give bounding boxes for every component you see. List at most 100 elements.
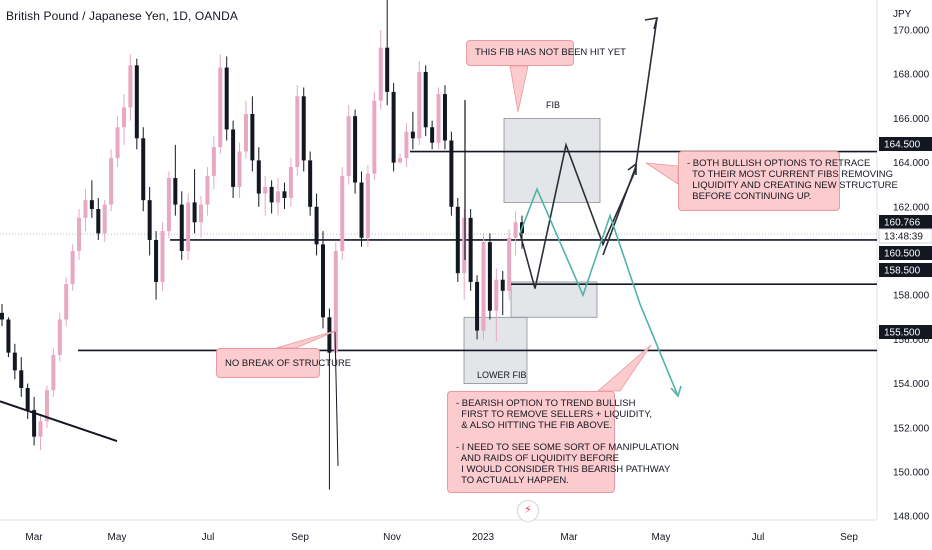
price-tag-label: 164.500 (884, 140, 921, 151)
candle-body (346, 116, 351, 176)
candle (263, 175, 268, 216)
candle (301, 87, 306, 172)
candle-body (282, 191, 287, 198)
candle-body (102, 204, 107, 234)
candle-body (314, 206, 319, 245)
candle (192, 169, 197, 234)
candle (231, 120, 236, 198)
candle (353, 109, 358, 194)
candle (134, 58, 139, 150)
fib-zone-label: FIB (546, 100, 561, 110)
callout-bullish-options[interactable]: - BOTH BULLISH OPTIONS TO RETRACE TO THE… (678, 151, 898, 211)
candle-body (295, 96, 300, 168)
candle-body (423, 71, 428, 128)
candle-body (121, 107, 126, 128)
lightning-icon[interactable]: ⚡ (517, 500, 539, 522)
candle (378, 30, 383, 110)
candle (205, 167, 210, 216)
candle-body (173, 178, 178, 205)
candle (475, 275, 480, 340)
candle-body (333, 251, 338, 353)
candle-body (462, 217, 467, 274)
candle-body (166, 178, 171, 232)
candle-body (475, 281, 480, 331)
candle (70, 244, 75, 291)
structure-wick-line (334, 331, 339, 467)
candle (346, 105, 351, 185)
candle (442, 85, 447, 150)
callout-pointer (596, 344, 652, 392)
candle-body (38, 421, 43, 437)
candle (333, 242, 338, 362)
candle (359, 171, 364, 247)
bullish-branch-arrowhead (627, 162, 637, 175)
candle-body (487, 242, 492, 311)
bearish-path-arrowhead (670, 385, 682, 398)
x-tick-label: Jul (202, 532, 215, 543)
candle (77, 209, 82, 260)
x-tick-label: May (108, 532, 127, 543)
candle-body (288, 167, 293, 198)
candle (404, 122, 409, 168)
candle (327, 308, 332, 490)
y-tick-label: 152.000 (893, 423, 930, 434)
candle-body (372, 100, 377, 174)
candle-body (301, 96, 306, 161)
callout-fib-not-hit[interactable]: THIS FIB HAS NOT BEEN HIT YET (466, 40, 626, 66)
candle (237, 142, 242, 198)
candle-body (398, 158, 403, 163)
candle (186, 193, 191, 260)
candle-body (57, 319, 62, 355)
candle-body (128, 65, 133, 108)
candle (256, 147, 261, 207)
candle-body (276, 191, 281, 203)
y-tick-label: 168.000 (893, 70, 930, 81)
callout-bearish-option[interactable]: - BEARISH OPTION TO TREND BULLISH FIRST … (447, 391, 679, 493)
callout-pointer (645, 162, 679, 185)
candle (218, 54, 223, 154)
price-tag-box (879, 246, 932, 260)
x-tick-label: Mar (560, 532, 578, 543)
candle (513, 211, 518, 256)
candle-body (417, 71, 422, 139)
price-tag-label: 160.766 (884, 218, 921, 229)
candle-body (6, 319, 11, 353)
candle (288, 158, 293, 207)
price-tag-label: 158.500 (884, 266, 921, 277)
candle (410, 111, 415, 150)
candle (423, 65, 428, 137)
candle (269, 180, 274, 214)
x-tick-label: Mar (25, 532, 43, 543)
candle (494, 268, 499, 342)
bullish-branch (602, 165, 637, 256)
x-tick-label: Sep (840, 532, 858, 543)
callout-no-break-of-structure[interactable]: NO BREAK OF STRUCTURE (216, 348, 351, 378)
candle (340, 167, 345, 260)
candle (282, 182, 287, 210)
bullish-path (519, 17, 658, 289)
x-tick-label: 2023 (472, 532, 495, 543)
candle (500, 270, 505, 316)
candle-body (231, 129, 236, 187)
price-tag-label: 155.500 (884, 328, 921, 339)
candle (462, 209, 467, 300)
price-tag-label: 160.500 (884, 249, 921, 260)
bullish-path-arrowhead (644, 17, 659, 30)
candle-body (32, 410, 37, 437)
candle (468, 209, 473, 291)
currency-label: JPY (893, 9, 912, 20)
callout-pointer (509, 65, 529, 113)
candle (507, 228, 512, 300)
candle (308, 151, 313, 216)
candle (147, 186, 152, 256)
candle (487, 233, 492, 320)
candle-body (77, 217, 82, 251)
candle-body (83, 200, 88, 218)
candle (481, 233, 486, 340)
y-tick-label: 162.000 (893, 202, 930, 213)
candle-body (442, 94, 447, 141)
candle-body (378, 47, 383, 101)
candle (372, 91, 377, 181)
x-tick-label: Sep (291, 532, 309, 543)
